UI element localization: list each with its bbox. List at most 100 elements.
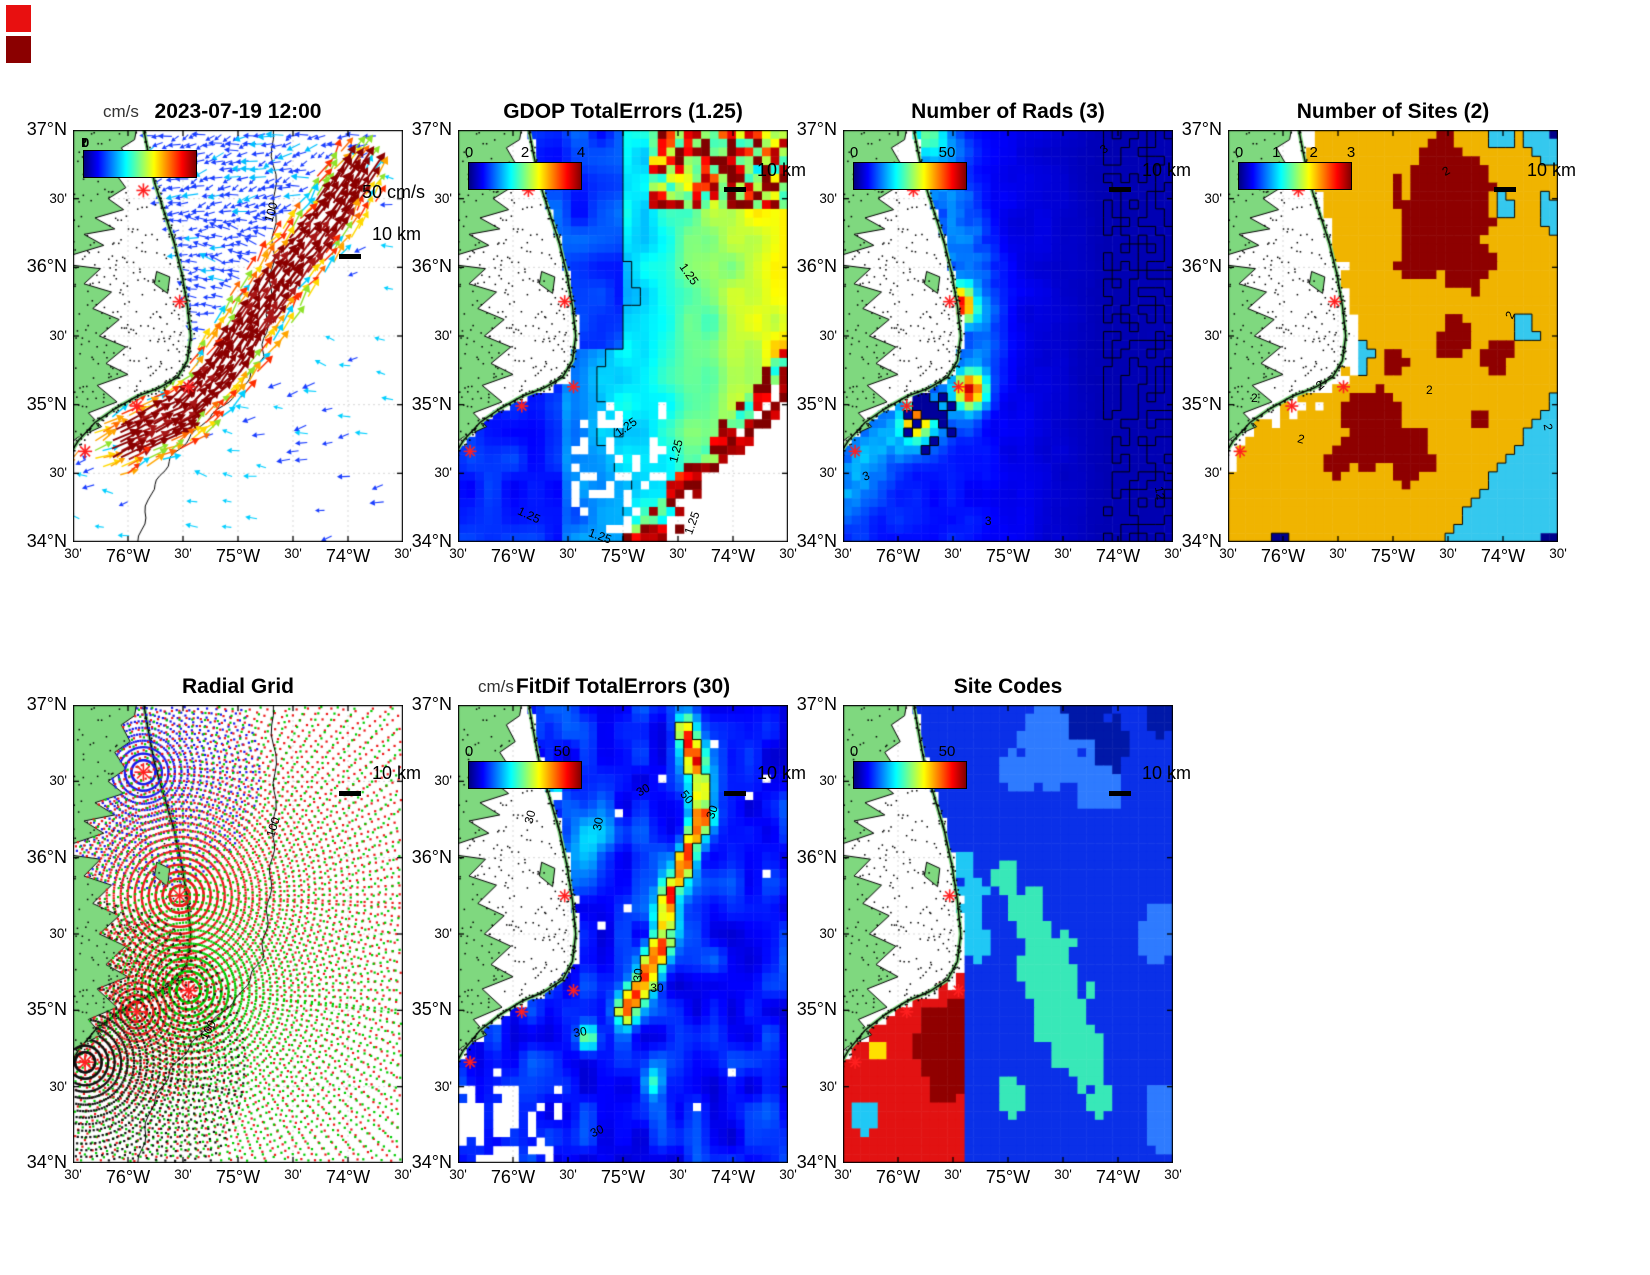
y-axis-tick-label: 30' xyxy=(49,465,67,481)
panel-title: Number of Sites (2) xyxy=(1296,100,1490,123)
x-axis-tick-label: 30' xyxy=(174,546,192,561)
panel-radial-grid: Radial Grid 10 km 37°N 30' 36°N 30' 35°N 30' 3… xyxy=(27,675,421,1187)
panel-title: Number of Rads (3) xyxy=(911,100,1105,123)
x-axis-tick-label: 30' xyxy=(394,1167,412,1182)
y-axis-tick-label: 37°N xyxy=(796,694,837,714)
x-axis-tick-label: 30' xyxy=(1054,546,1072,561)
scale-bar xyxy=(1494,187,1516,192)
map-canvas-radial-grid xyxy=(73,705,403,1163)
y-axis-tick-label: 37°N xyxy=(411,119,452,139)
y-axis-tick-label: 30' xyxy=(819,773,837,789)
y-axis-tick-label: 36°N xyxy=(26,846,67,867)
x-axis-tick-label: 30' xyxy=(1164,546,1182,561)
map-canvas-rads xyxy=(843,130,1173,542)
scale-bar-label: 10 km xyxy=(371,224,421,244)
x-axis-tick-label: 30' xyxy=(64,546,82,561)
scale-bar xyxy=(339,254,361,259)
contour-label: 2 xyxy=(1425,382,1433,397)
colorbar-gradient xyxy=(469,762,581,788)
velocity-scale-label: 50 cm/s xyxy=(361,182,425,202)
panel-number-of-rads: Number of Rads (3) 0 50 10 km 37°N 30' 36°N… xyxy=(797,100,1191,566)
panel-site-codes: Site Codes 0 50 10 km 37°N 30' 36°N 30' 35°N 3… xyxy=(797,675,1191,1187)
map-canvas-gdop xyxy=(458,130,788,542)
y-axis-tick-label: 30' xyxy=(49,773,67,789)
panel-title: Site Codes xyxy=(953,675,1063,698)
colorbar-tick-label: 2 xyxy=(520,144,530,161)
x-axis-tick-label: 30' xyxy=(944,1167,962,1182)
x-axis-tick-label: 75°W xyxy=(1370,546,1416,566)
scale-bar xyxy=(339,791,361,796)
contour-label: 2 xyxy=(1251,390,1258,405)
x-axis-tick-label: 74°W xyxy=(1095,1167,1141,1187)
y-axis-tick-label: 35°N xyxy=(411,393,452,414)
colorbar: 0 2 4 6 8 10 12 14 16 18 20 22 24 26 28 … xyxy=(82,135,197,178)
x-axis-tick-label: 74°W xyxy=(325,1167,371,1187)
x-axis-tick-label: 76°W xyxy=(105,1167,151,1187)
y-axis-tick-label: 30' xyxy=(434,1078,452,1094)
y-axis-tick-label: 30' xyxy=(434,926,452,941)
colorbar-tick-label: 0 xyxy=(849,144,859,161)
y-axis-tick-label: 35°N xyxy=(796,999,837,1020)
x-axis-tick-label: 30' xyxy=(834,546,852,561)
panel-fitdif-total-errors: FitDif TotalErrors (30) cm/s 0 50 10 km 3… xyxy=(412,675,806,1187)
x-axis-tick-label: 74°W xyxy=(710,546,756,566)
scale-bar-label: 10 km xyxy=(756,160,806,180)
colorbar: 0 50 xyxy=(850,144,967,190)
colorbar-gradient xyxy=(854,163,966,189)
contour-label: 3 xyxy=(984,514,992,529)
colorbar-tick-label: 0 xyxy=(1234,144,1244,161)
colorbar: 0 50 xyxy=(465,743,582,789)
y-axis-tick-label: 37°N xyxy=(26,694,67,714)
y-axis-tick-label: 30' xyxy=(434,190,452,206)
x-axis-tick-label: 75°W xyxy=(600,1167,646,1187)
panel-title: 2023-07-19 12:00 xyxy=(154,100,322,123)
x-axis-tick-label: 75°W xyxy=(985,1167,1031,1187)
y-axis-tick-label: 35°N xyxy=(1181,393,1222,414)
x-axis-tick-label: 30' xyxy=(284,1167,302,1182)
x-axis-tick-label: 30' xyxy=(1549,546,1567,561)
x-axis-tick-label: 74°W xyxy=(1095,546,1141,566)
x-axis-tick-label: 30' xyxy=(1439,546,1457,561)
y-axis-tick-label: 35°N xyxy=(26,999,67,1020)
x-axis-tick-label: 30' xyxy=(559,1167,577,1182)
scale-bar-label: 10 km xyxy=(756,763,806,783)
y-axis-tick-label: 34°N xyxy=(411,531,452,551)
x-axis-tick-label: 30' xyxy=(669,1167,687,1182)
y-axis-tick-label: 34°N xyxy=(26,1152,67,1172)
x-axis-tick-label: 76°W xyxy=(1260,546,1306,566)
scale-bar xyxy=(724,791,746,796)
y-axis-tick-label: 30' xyxy=(49,1078,67,1094)
scale-bar xyxy=(1109,187,1131,192)
y-axis-tick-label: 30' xyxy=(819,190,837,206)
y-axis-tick-label: 36°N xyxy=(1181,256,1222,277)
map-canvas-currents xyxy=(73,130,403,542)
contour-label: 2 xyxy=(1540,422,1556,432)
colorbar-tick-label: 50 xyxy=(938,743,956,760)
scale-bar-label: 10 km xyxy=(1526,160,1576,180)
contour-label: 30 xyxy=(572,1024,588,1041)
contour-label: 12 xyxy=(1151,484,1168,501)
panel-number-of-sites: Number of Sites (2) 0 1 2 3 10 km 37°N 30' 36… xyxy=(1182,100,1576,566)
colorbar-gradient xyxy=(469,163,581,189)
y-axis-tick-label: 30' xyxy=(819,926,837,941)
y-axis-tick-label: 34°N xyxy=(796,1152,837,1172)
y-axis-tick-label: 30' xyxy=(1204,465,1222,481)
y-axis-tick-label: 30' xyxy=(49,190,67,206)
y-axis-tick-label: 36°N xyxy=(411,846,452,867)
x-axis-tick-label: 76°W xyxy=(490,1167,536,1187)
y-axis-tick-label: 37°N xyxy=(411,694,452,714)
y-axis-tick-label: 30' xyxy=(434,328,452,343)
y-axis-tick-label: 36°N xyxy=(411,256,452,277)
y-axis-tick-label: 36°N xyxy=(796,256,837,277)
contour-label: 30 xyxy=(589,816,606,832)
x-axis-tick-label: 75°W xyxy=(985,546,1031,566)
y-axis-tick-label: 36°N xyxy=(26,256,67,277)
y-axis-tick-label: 34°N xyxy=(411,1152,452,1172)
x-axis-tick-label: 30' xyxy=(559,546,577,561)
colorbar-tick-label: 0 xyxy=(849,743,859,760)
panel-title: FitDif TotalErrors (30) xyxy=(515,675,731,698)
y-axis-tick-label: 35°N xyxy=(411,999,452,1020)
map-canvas-sites-count xyxy=(1228,130,1558,542)
colorbar-units-label: cm/s xyxy=(103,102,139,121)
